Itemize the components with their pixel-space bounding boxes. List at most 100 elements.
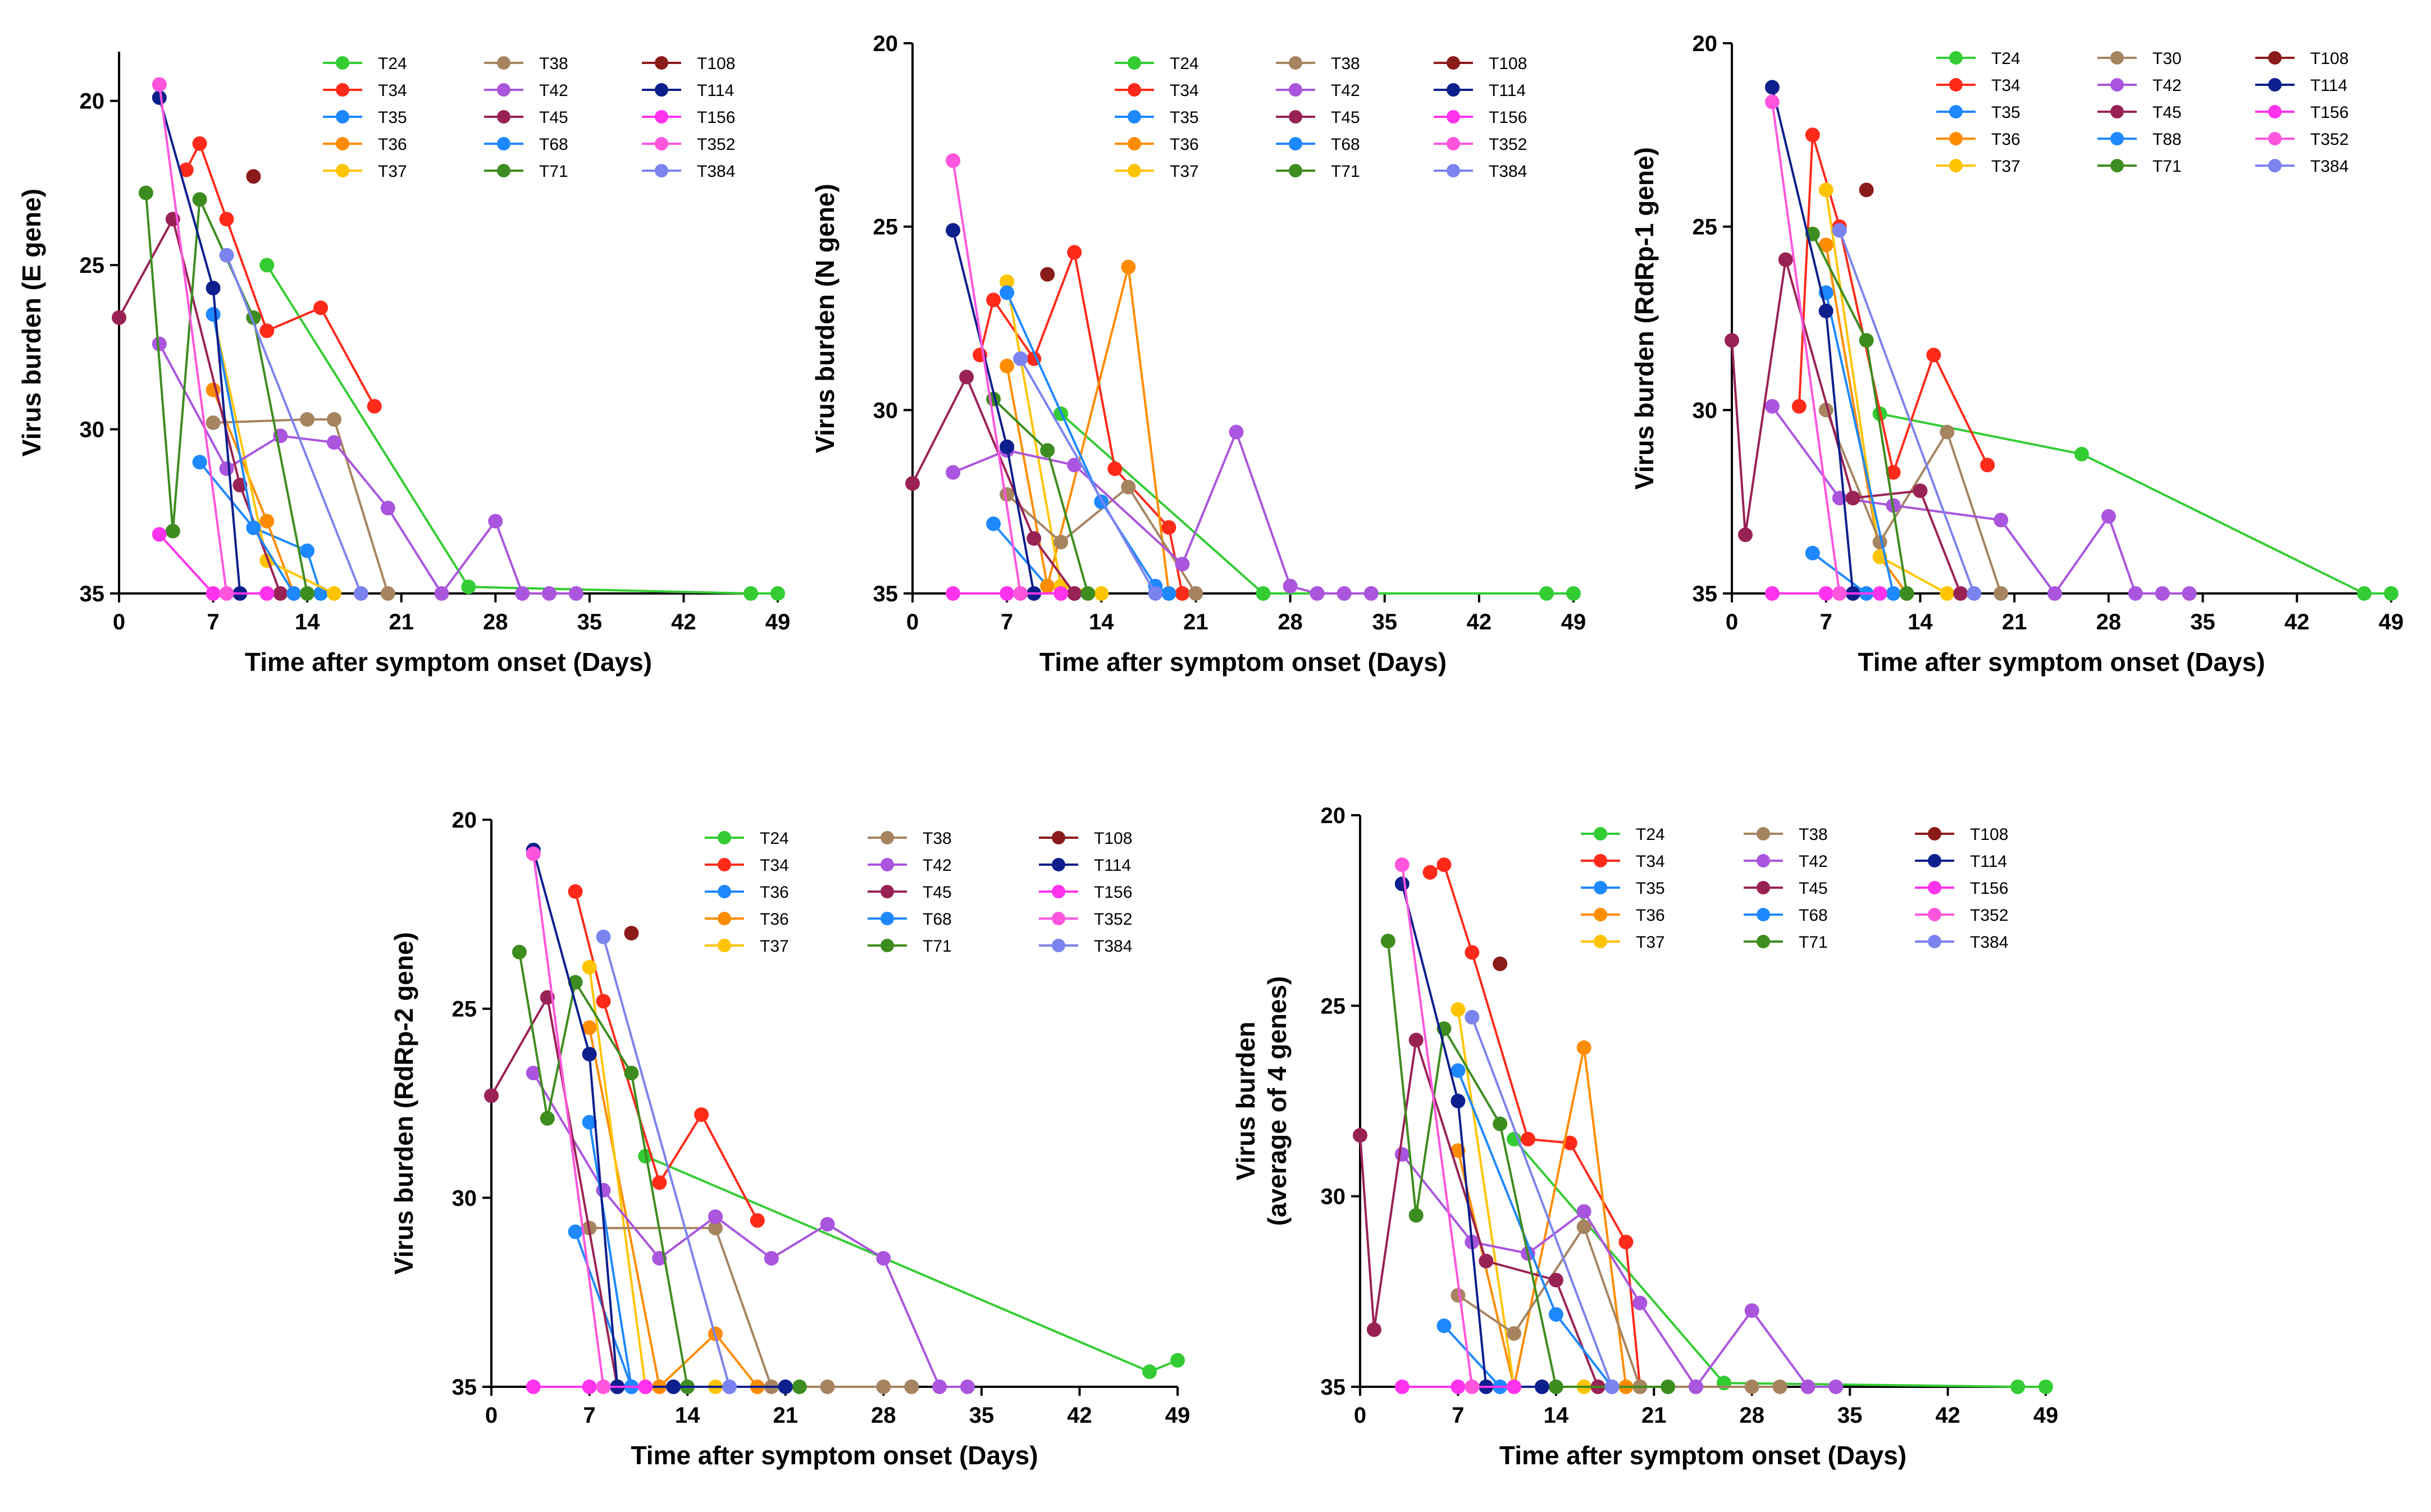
data-point [1283, 578, 1298, 593]
data-point [206, 307, 221, 322]
legend-label: T36 [378, 135, 407, 154]
series-t352 [526, 846, 611, 1394]
legend-swatch-marker [1289, 56, 1302, 70]
series-line [213, 418, 389, 594]
series-line [645, 1155, 1178, 1373]
data-point [1967, 586, 1982, 601]
legend-label: T108 [1489, 54, 1527, 73]
legend-swatch-marker [881, 939, 894, 952]
legend-label: T68 [1331, 135, 1360, 154]
series-t24 [638, 1149, 1185, 1379]
legend-label: T36 [760, 883, 789, 902]
series-t156 [1764, 586, 1887, 601]
legend-swatch-marker [1128, 83, 1141, 97]
data-point [1764, 80, 1780, 95]
legend-swatch-marker [1594, 881, 1607, 894]
data-point [152, 336, 167, 351]
data-point [512, 944, 527, 960]
legend-swatch-marker [2110, 78, 2124, 92]
data-point [353, 586, 368, 601]
data-point [876, 1379, 891, 1394]
legend-swatch-marker [718, 885, 731, 898]
series-t34 [179, 136, 382, 414]
series-line [532, 849, 786, 1388]
legend-swatch-marker [881, 885, 894, 898]
data-point [179, 162, 194, 177]
legend-label: T68 [539, 135, 568, 154]
series-line [1443, 1325, 1501, 1388]
data-point [946, 465, 961, 480]
data-point [1000, 285, 1015, 300]
data-point [1040, 578, 1055, 593]
x-tick-label: 28 [871, 1403, 896, 1428]
series-t34 [1422, 857, 1648, 1394]
data-point [206, 415, 221, 430]
series-t352 [1764, 94, 1847, 601]
x-tick-label: 21 [1641, 1403, 1667, 1428]
data-point [542, 586, 557, 601]
data-point [1521, 1131, 1535, 1146]
legend-label: T35 [1636, 879, 1665, 898]
data-point [708, 1221, 723, 1236]
series-t24 [1507, 1131, 2053, 1394]
data-point [638, 1379, 653, 1394]
legend: T24 T34 T35 T36 T37 T38 T42 T45 T68 T71 T108 T114 T1… [1115, 54, 1527, 181]
x-tick-label: 14 [675, 1403, 700, 1428]
series-t384 [1465, 1009, 1620, 1394]
data-point [138, 185, 153, 200]
legend-swatch-marker [2268, 105, 2282, 118]
data-point [380, 500, 395, 515]
legend-swatch-marker [1052, 831, 1065, 844]
legend-swatch-marker [1128, 56, 1141, 70]
legend-swatch-marker [2268, 132, 2282, 145]
legend-label: T37 [760, 937, 789, 956]
series-line [158, 343, 576, 596]
data-point [1566, 586, 1581, 601]
data-point [1408, 1033, 1424, 1048]
data-point [568, 884, 583, 899]
legend-swatch-marker [2110, 105, 2124, 118]
data-point [1744, 1303, 1759, 1318]
legend-label: T114 [1094, 856, 1131, 875]
y-axis-title: Virus burden (E gene) [17, 189, 46, 456]
x-tick-label: 42 [671, 610, 696, 634]
data-point [1148, 586, 1163, 601]
data-point [1872, 586, 1887, 601]
series-line [602, 937, 731, 1387]
x-tick-label: 49 [765, 610, 791, 634]
data-point [1000, 487, 1015, 502]
data-point [1576, 1040, 1591, 1055]
y-tick-label: 35 [1321, 1375, 1346, 1400]
x-tick-label: 49 [1165, 1403, 1191, 1428]
data-point [1094, 586, 1109, 601]
legend-swatch-marker [1289, 83, 1302, 97]
series-t108 [1493, 956, 1508, 971]
series-line [1359, 1039, 1599, 1387]
data-point [1764, 399, 1780, 414]
series-line [1798, 134, 1988, 477]
series-line [266, 264, 778, 595]
legend-label: T35 [378, 108, 407, 127]
legend-label: T36 [1636, 906, 1665, 925]
x-tick-label: 0 [906, 610, 919, 634]
data-point [582, 1047, 597, 1062]
data-point [526, 846, 541, 861]
data-point [1899, 586, 1914, 601]
legend-label: T71 [1331, 162, 1360, 181]
data-point [1845, 491, 1860, 506]
data-point [1175, 556, 1190, 572]
series-t71 [1805, 226, 1914, 601]
data-point [152, 77, 167, 92]
series-line [1812, 552, 1867, 595]
data-point [1632, 1295, 1648, 1310]
data-point [1040, 443, 1055, 458]
legend-label: T37 [1991, 157, 2020, 176]
legend-label: T35 [1991, 103, 2020, 122]
legend-label: T108 [1094, 829, 1132, 848]
legend-swatch-marker [1289, 110, 1302, 124]
x-tick-label: 0 [485, 1403, 498, 1428]
legend-label: T114 [1489, 81, 1526, 100]
legend-label: T71 [923, 937, 952, 956]
x-tick-label: 42 [2284, 610, 2310, 634]
